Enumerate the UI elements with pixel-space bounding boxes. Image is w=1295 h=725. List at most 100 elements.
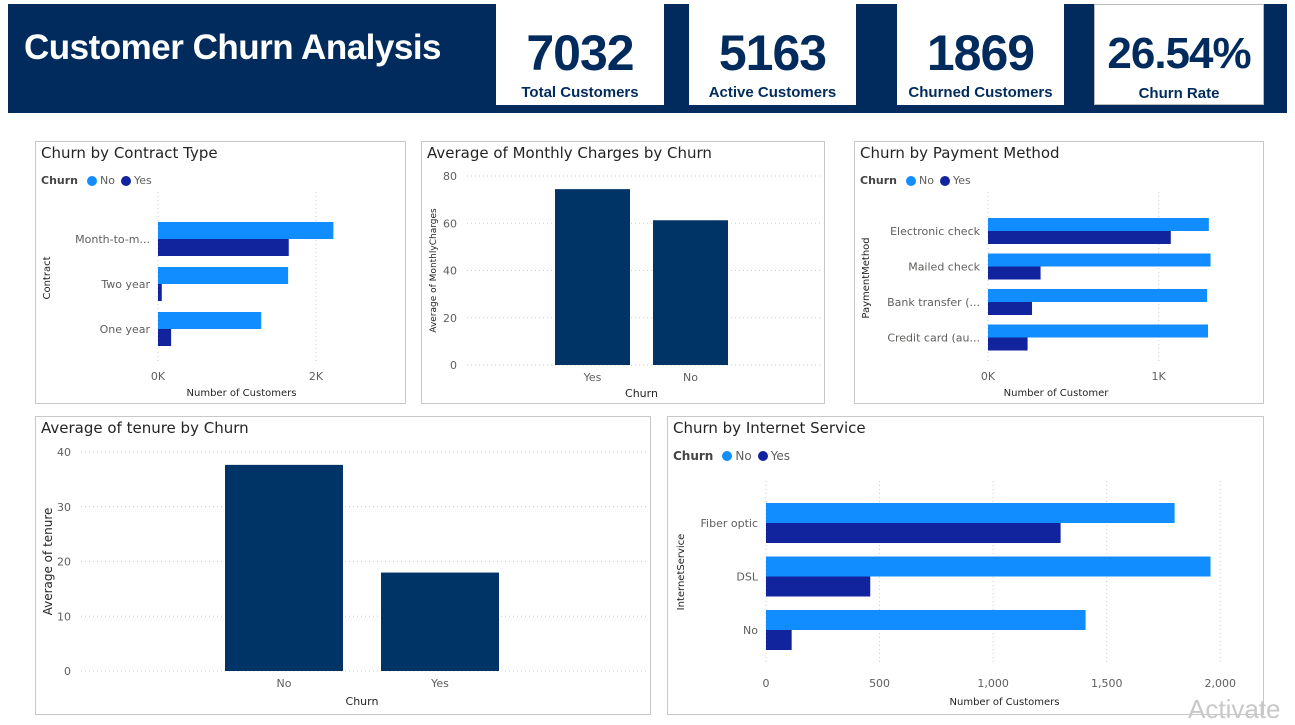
x-axis-title: Number of Customer [1004,388,1110,399]
y-tick-label: 20 [443,312,457,325]
category-label: No [743,624,758,637]
chart-svg: 0K 2K Month-to-m... Two year One year Number … [42,192,334,399]
legend-yes: Yes [133,174,152,187]
kpi-label: Churned Customers [908,84,1053,101]
y-axis-title: InternetService [676,534,687,611]
legend-yes-dot-icon [120,175,131,186]
chart-title: Average of Monthly Charges by Churn [427,144,712,162]
bar-no [158,312,262,329]
chart-churn-by-contract[interactable]: Churn by Contract Type Churn No Yes 0K 2K… [35,141,406,404]
category-label: Two year [100,278,150,291]
x-tick-label: 2,000 [1205,677,1237,690]
bar-no [653,220,728,365]
legend-no: No [735,449,752,463]
kpi-total-customers: 7032 Total Customers [496,4,664,105]
bar-yes [381,572,499,671]
category-label: No [683,371,698,384]
legend-no: No [100,174,115,187]
x-tick-label: 1,000 [977,677,1009,690]
x-tick-label: 0K [151,370,166,383]
y-axis-title: Average of tenure [41,508,55,616]
chart-churn-by-internet[interactable]: Churn by Internet Service Churn No Yes 0… [667,416,1264,715]
y-tick-label: 40 [443,265,457,278]
category-label: No [277,677,292,690]
x-tick-label: 0K [981,370,996,383]
y-tick-label: 0 [64,665,71,678]
legend-no-dot-icon [722,451,733,461]
bar-no [988,289,1208,302]
category-label: Month-to-m... [75,233,150,246]
x-axis-title: Churn [625,387,658,400]
bar-no [766,556,1211,577]
y-tick-label: 20 [57,556,71,569]
category-label: Mailed check [908,261,980,274]
kpi-churned-customers: 1869 Churned Customers [897,4,1064,105]
category-label: One year [100,323,151,336]
y-tick-label: 40 [57,446,71,459]
x-tick-label: 0 [763,677,770,690]
y-tick-label: 60 [443,217,457,230]
kpi-churn-rate: 26.54% Churn Rate [1094,4,1264,105]
bar-yes [555,189,630,365]
legend-yes-dot-icon [757,451,768,461]
bar-yes [988,266,1041,280]
chart-legend: Churn No Yes [41,174,152,187]
page-title: Customer Churn Analysis [24,28,442,67]
category-label: Yes [430,677,449,690]
bar-yes [158,239,289,256]
chart-monthly-charges-by-churn[interactable]: Average of Monthly Charges by Churn 0 20 4… [421,141,825,404]
chart-svg: 0 500 1,000 1,500 2,000 Fiber optic DSL No Numbe… [676,481,1237,708]
bar-no [158,222,334,239]
kpi-value: 1869 [926,25,1035,81]
y-axis-title: PaymentMethod [861,237,872,318]
category-label: DSL [736,571,758,584]
kpi-value: 7032 [526,25,634,81]
y-axis-title: Average of MonthlyCharges [429,208,439,333]
legend-yes-dot-icon [939,175,950,186]
chart-title: Churn by Internet Service [673,419,866,437]
chart-svg: 0K 1K Electronic check Mailed check Bank tra… [861,192,1211,399]
y-tick-label: 80 [443,170,457,183]
x-axis-title: Number of Customers [950,697,1060,708]
legend-title: Churn [860,174,897,187]
bar-yes [988,302,1033,315]
legend-title: Churn [673,449,714,463]
x-axis-title: Number of Customers [187,388,297,399]
bar-yes [766,630,792,650]
bar-yes [158,284,162,301]
y-axis-title: Contract [42,256,53,299]
bar-no [766,503,1175,523]
chart-title: Churn by Contract Type [41,144,218,162]
bar-yes [988,231,1171,244]
y-tick-label: 30 [57,501,71,514]
category-label: Yes [583,371,602,384]
x-tick-label: 1K [1152,370,1167,383]
bar-yes [766,576,871,597]
kpi-label: Churn Rate [1138,85,1220,102]
bar-no [988,324,1208,338]
x-axis-title: Churn [346,695,379,708]
bar-no [766,610,1086,630]
category-label: Credit card (au... [887,332,980,345]
kpi-active-customers: 5163 Active Customers [689,4,856,105]
chart-tenure-by-churn[interactable]: Average of tenure by Churn 0 10 20 30 40 No Ye… [35,416,651,715]
x-tick-label: 500 [869,677,890,690]
kpi-value: 26.54% [1107,29,1251,78]
bar-no [225,464,343,671]
category-label: Fiber optic [701,517,758,530]
x-tick-label: 2K [309,370,324,383]
x-tick-label: 1,500 [1091,677,1123,690]
legend-yes: Yes [952,174,971,187]
bar-no [988,218,1209,231]
chart-legend: Churn No Yes [673,449,790,463]
bar-no [158,267,289,284]
category-label: Electronic check [890,225,981,238]
bar-yes [158,329,172,346]
chart-title: Churn by Payment Method [860,144,1060,162]
chart-svg: 0 10 20 30 40 No Yes Churn Average of tenure [41,446,647,708]
kpi-value: 5163 [718,25,827,81]
legend-no-dot-icon [906,175,916,186]
y-tick-label: 10 [57,610,71,623]
chart-churn-by-payment[interactable]: Churn by Payment Method Churn No Yes 0K 1… [854,141,1264,404]
bar-yes [766,523,1061,543]
